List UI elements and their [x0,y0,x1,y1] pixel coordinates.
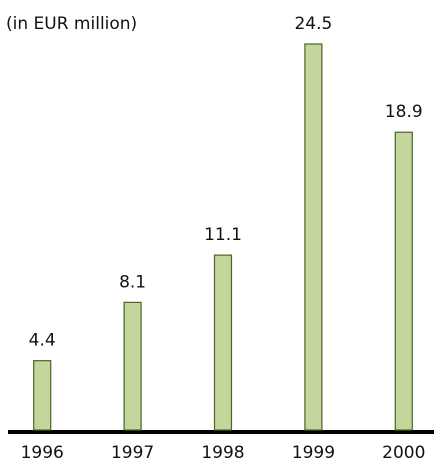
bar [304,43,323,431]
x-tick-label: 1999 [292,443,335,463]
bar [123,301,142,431]
data-label: 11.1 [204,225,242,245]
x-tick-label: 1997 [111,443,154,463]
bar [33,360,52,431]
x-tick-label: 1998 [201,443,244,463]
chart-title: (in EUR million) [6,14,137,34]
x-tick-label: 2000 [382,443,425,463]
x-tick-label: 1996 [21,443,64,463]
data-label: 4.4 [29,331,56,351]
bar [394,131,413,431]
data-label: 8.1 [119,272,146,292]
data-label: 18.9 [385,102,423,122]
data-label: 24.5 [294,14,332,34]
bar [213,254,233,431]
